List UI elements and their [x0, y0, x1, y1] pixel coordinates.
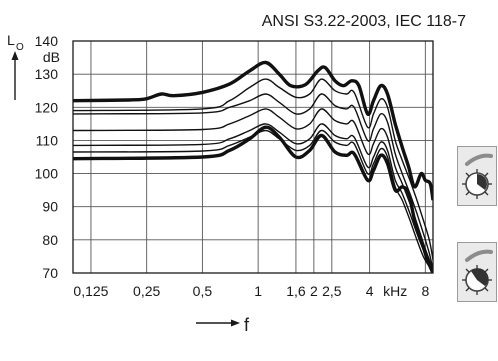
x-tick-label: 2: [310, 283, 318, 299]
x-tick-label: 0,25: [133, 283, 160, 299]
y-tick-label: 90: [42, 199, 58, 215]
x-tick-label: 8: [421, 283, 429, 299]
series-lines: [73, 60, 433, 273]
gain-knob-icon: [457, 146, 497, 206]
svg-text:L: L: [7, 32, 15, 48]
series-line-3: [73, 93, 433, 270]
plot-frame: [72, 40, 434, 274]
x-tick-label: 4: [366, 283, 374, 299]
y-tick-label: 110: [36, 132, 59, 148]
series-line-7: [73, 125, 433, 273]
x-tick-label: 2,5: [322, 283, 342, 299]
y-tick-label: 70: [42, 265, 58, 281]
y-tick-label: 80: [42, 232, 58, 248]
x-axis-label: f: [196, 315, 250, 335]
svg-text:f: f: [244, 315, 250, 335]
x-tick-label: 1,6: [286, 283, 306, 299]
series-line-4: [73, 108, 433, 270]
y-tick-label: 140: [35, 33, 59, 49]
series-line-5: [73, 123, 433, 271]
y-axis-label: L O: [7, 32, 24, 100]
x-tick-labels: 0,125 0,25 0,5 1 1,6 2 2,5 4 8 kHz: [73, 283, 429, 299]
y-tick-label: 100: [35, 166, 59, 182]
series-line-6: [73, 129, 433, 271]
series-line-2: [73, 78, 433, 260]
chart-title: ANSI S3.22-2003, IEC 118-7: [262, 13, 466, 30]
y-tick-label: 130: [35, 66, 59, 82]
x-tick-label: 0,125: [73, 283, 108, 299]
svg-text:O: O: [16, 42, 24, 53]
y-tick-label: 120: [35, 99, 59, 115]
x-unit-label: kHz: [383, 283, 407, 299]
gain-knob-icon: [457, 242, 497, 302]
x-tick-label: 1: [254, 283, 262, 299]
x-tick-label: 0,5: [193, 283, 213, 299]
y-tick-labels: 70 80 90 100 110 120 130 140: [35, 33, 59, 281]
series-line-1: [73, 60, 433, 201]
y-unit-label: dB: [43, 49, 60, 65]
